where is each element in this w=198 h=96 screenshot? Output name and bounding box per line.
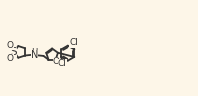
- Text: Cl: Cl: [69, 38, 78, 47]
- Text: O: O: [7, 54, 13, 63]
- Text: Cl: Cl: [58, 59, 67, 68]
- Text: O: O: [53, 57, 60, 66]
- Text: H: H: [31, 48, 38, 57]
- Text: N: N: [31, 50, 38, 60]
- Text: S: S: [10, 47, 17, 57]
- Text: O: O: [7, 41, 13, 50]
